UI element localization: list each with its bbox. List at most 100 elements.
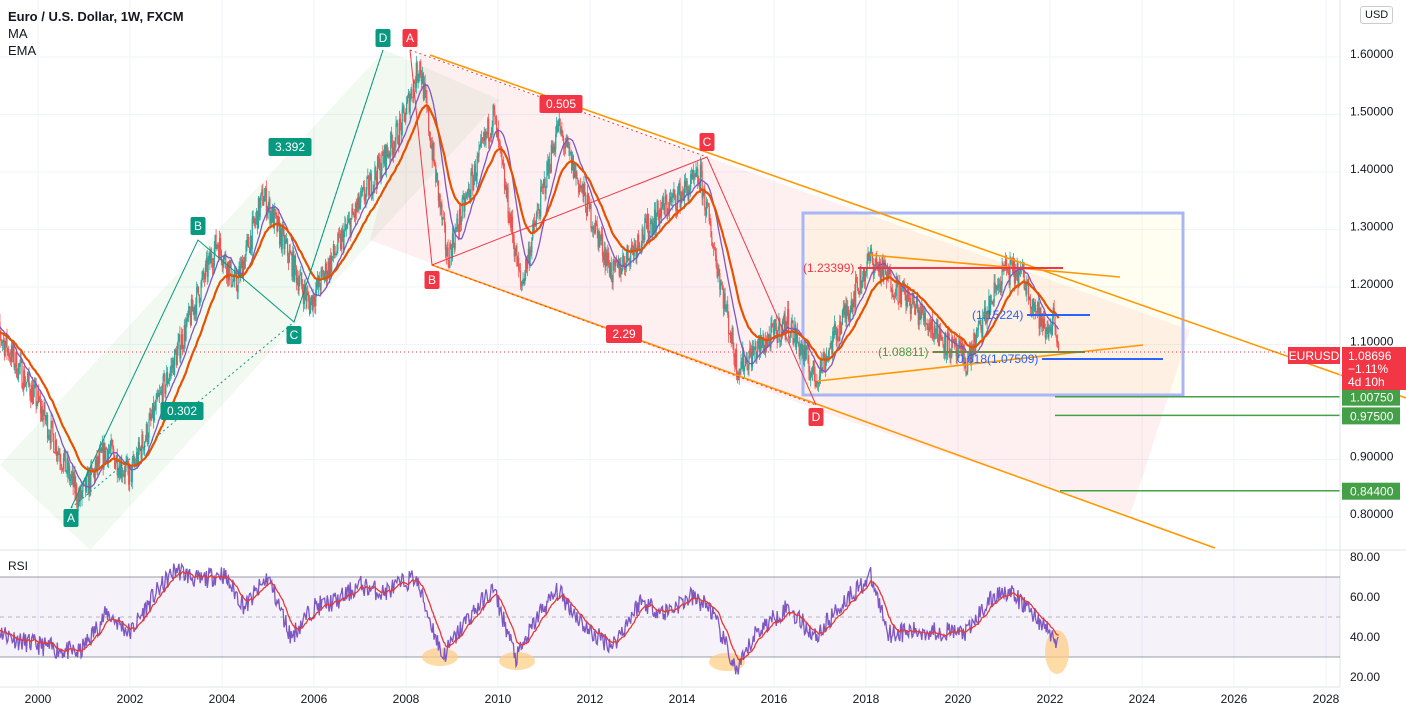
candle [196,287,198,315]
candle [150,413,152,419]
candle [999,284,1001,292]
candle [361,190,363,193]
price-tag-change: −1.11% [1348,362,1388,376]
candle [518,269,521,271]
candle [19,359,21,367]
candle [686,180,688,190]
candle [506,187,508,198]
candle [159,393,161,396]
candle [537,209,539,211]
candle [922,304,924,314]
candle [695,170,697,177]
candle [741,361,743,369]
candle [731,327,733,344]
trend-upper-triangle[interactable] [869,254,1121,278]
candle [824,356,826,371]
candle [322,270,324,273]
pattern-badge [63,509,79,527]
candle [1035,311,1038,313]
candle [421,73,424,85]
candle [223,255,225,265]
candle [249,235,252,254]
candle [956,350,958,357]
time-axis[interactable]: 2000 2002 2004 2006 2008 2010 2012 2014 2016 2018… [0,686,1406,711]
trend-lower-triangle[interactable] [817,344,1144,382]
candle [17,364,20,379]
candle [194,305,196,315]
candle [886,269,889,281]
candle [99,448,102,452]
candle [246,239,248,245]
candle [63,449,65,458]
candle [404,112,406,123]
candle [944,332,946,353]
candle [173,359,175,375]
candle [734,357,736,368]
candle [460,218,462,225]
candle [1027,279,1029,282]
candle [1005,259,1007,266]
candle [933,326,935,339]
candle [233,279,235,282]
indicator-ma[interactable]: MA [8,26,28,41]
candle [913,296,915,306]
candle [265,188,267,216]
channel-lower[interactable] [431,264,1216,549]
candle [688,190,690,201]
candle [240,263,242,278]
candle [145,423,147,439]
candle [739,369,741,371]
candle [103,442,105,468]
candle [923,312,926,321]
candle [452,233,454,245]
candle [244,254,246,269]
candle [312,294,314,311]
candle [674,189,676,196]
candle [132,457,134,462]
candle [800,343,802,350]
candle [570,152,572,154]
candle [188,306,190,318]
candle [69,465,71,482]
candle [202,271,204,278]
candle [355,203,357,212]
channel-upper[interactable] [429,54,1406,399]
candle [391,142,394,155]
candle [2,339,5,343]
candle [798,341,800,357]
candle [119,465,121,479]
candle [118,465,120,476]
rsi-highlight [422,648,458,666]
candle [284,239,286,249]
candle [401,109,403,135]
candle [943,345,945,353]
candle [120,461,122,479]
candle [357,193,359,205]
candle [557,119,559,132]
candle [300,272,302,276]
candle [269,199,271,224]
candle [157,392,159,397]
candle [833,331,835,336]
candle [340,233,342,250]
candle [839,321,841,342]
candle [495,116,497,120]
candle [829,347,831,349]
candle [482,139,484,142]
candle [346,227,348,229]
candle [914,305,916,315]
candle [82,483,84,493]
candle [555,134,557,150]
candle [591,228,593,230]
candle [518,257,520,270]
fib-levels: 1.00750 0.97500 0.84400 [1055,388,1400,500]
symbol-title[interactable]: Euro / U.S. Dollar, 1W, FXCM [8,9,184,24]
indicator-ema[interactable]: EMA [8,43,37,58]
candle [1035,304,1037,312]
candle [890,273,892,292]
candle [1013,258,1016,284]
candle [133,457,135,465]
candle [50,421,52,444]
currency-button[interactable]: USD [1360,6,1394,24]
